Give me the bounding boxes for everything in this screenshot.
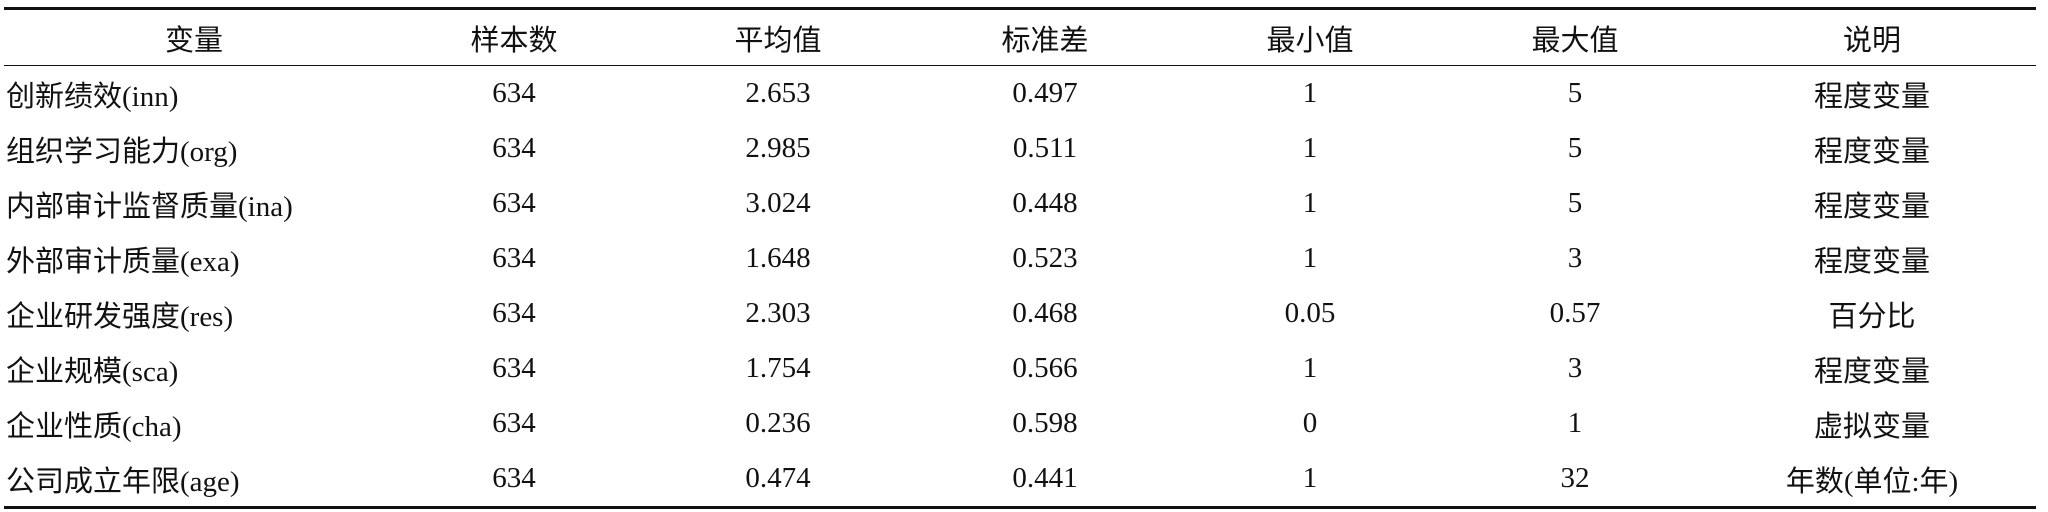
table-cell: 组织学习能力(org) [6,135,238,168]
table-wrap: 变量 样本数 平均值 标准差 最小值 最大值 说明 创新绩效(inn) 634 2.653 0.4… [4,7,2036,509]
stats-table: 变量 样本数 平均值 标准差 最小值 最大值 说明 创新绩效(inn) 634 2.653 0.4… [4,7,2036,509]
table-cell: 2.303 [745,297,811,329]
table-row: 组织学习能力(org) 634 2.985 0.511 1 5 程度变量 [4,121,2036,176]
table-row: 企业研发强度(res) 634 2.303 0.468 0.05 0.57 百分比 [4,286,2036,341]
table-cell: 0.474 [644,451,912,509]
table-cell: 程度变量 [1813,80,1930,113]
header-cell: 变量 [4,7,384,66]
table-cell: 0.236 [745,407,811,439]
table-row: 公司成立年限(age) 634 0.474 0.441 1 32 年数(单位:年) [4,451,2036,509]
table-cell: 634 [492,132,536,164]
table-row: 企业性质(cha) 634 0.236 0.598 0 1 虚拟变量 [4,396,2036,451]
table-cell: 创新绩效(inn) [6,80,179,113]
table-cell: 1.648 [745,242,811,274]
table-cell: 虚拟变量 [1813,410,1930,443]
table-cell: 0.468 [1012,297,1078,329]
table-row: 外部审计质量(exa) 634 1.648 0.523 1 3 程度变量 [4,231,2036,286]
table-cell: 0.598 [1012,407,1078,439]
table-cell: 1 [1302,187,1318,219]
table-cell: 0.05 [1284,297,1336,329]
table-cell: 634 [492,407,536,439]
table-cell: 32 [1442,451,1708,509]
header-cell: 说明 [1708,7,2036,66]
table-body: 创新绩效(inn) 634 2.653 0.497 1 5 程度变量 组织学习能力(org) 6… [4,66,2036,509]
table-cell: 年数(单位:年) [1708,451,2036,509]
header-cell: 标准差 [912,7,1178,66]
table-cell: 0.511 [1012,132,1078,164]
header-cell: 样本数 [384,7,644,66]
table-cell: 0.57 [1549,297,1601,329]
table-cell: 3.024 [745,187,811,219]
header-cell: 最大值 [1442,7,1708,66]
table-cell: 5 [1567,77,1583,109]
table-head: 变量 样本数 平均值 标准差 最小值 最大值 说明 [4,7,2036,66]
table-cell: 0.566 [1012,352,1078,384]
table-cell: 1 [1178,451,1442,509]
table-cell: 程度变量 [1813,245,1930,278]
table-cell: 3 [1567,242,1583,274]
table-cell: 0.448 [1012,187,1078,219]
table-cell: 企业规模(sca) [6,355,179,388]
table-cell: 1 [1302,352,1318,384]
table-cell: 0.441 [912,451,1178,509]
table-cell: 5 [1567,187,1583,219]
table-cell: 0.497 [1012,77,1078,109]
table-cell: 程度变量 [1813,135,1930,168]
table-row: 内部审计监督质量(ina) 634 3.024 0.448 1 5 程度变量 [4,176,2036,231]
table-cell: 程度变量 [1813,190,1930,223]
table-cell: 公司成立年限(age) [4,451,384,509]
table-cell: 0 [1302,407,1318,439]
table-row: 创新绩效(inn) 634 2.653 0.497 1 5 程度变量 [4,66,2036,122]
table-cell: 内部审计监督质量(ina) [6,190,293,223]
table-cell: 634 [384,451,644,509]
table-cell: 企业性质(cha) [6,410,182,443]
table-cell: 3 [1567,352,1583,384]
table-cell: 634 [492,297,536,329]
table-cell: 1 [1302,242,1318,274]
table-cell: 634 [492,187,536,219]
table-cell: 5 [1567,132,1583,164]
table-cell: 百分比 [1828,300,1916,333]
table-cell: 外部审计质量(exa) [6,245,240,278]
table-cell: 2.985 [745,132,811,164]
table-cell: 634 [492,242,536,274]
table-cell: 程度变量 [1813,355,1930,388]
header-cell: 最小值 [1178,7,1442,66]
table-row: 企业规模(sca) 634 1.754 0.566 1 3 程度变量 [4,341,2036,396]
table-cell: 0.523 [1012,242,1078,274]
table-cell: 企业研发强度(res) [6,300,234,333]
table-cell: 2.653 [745,77,811,109]
table-cell: 1 [1302,132,1318,164]
table-cell: 1 [1302,77,1318,109]
header-row: 变量 样本数 平均值 标准差 最小值 最大值 说明 [4,7,2036,66]
table-cell: 1 [1567,407,1583,439]
table-cell: 634 [492,77,536,109]
table-cell: 1.754 [745,352,811,384]
table-cell: 634 [492,352,536,384]
header-cell: 平均值 [644,7,912,66]
